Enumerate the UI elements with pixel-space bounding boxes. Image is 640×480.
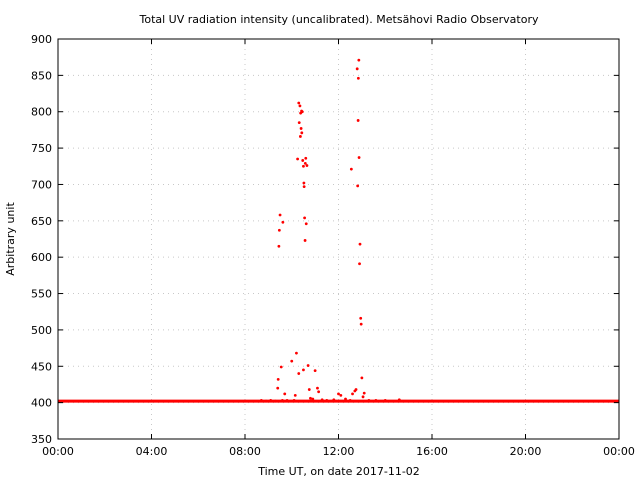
data-point (273, 399, 277, 403)
data-point (278, 213, 282, 217)
data-point (269, 399, 273, 402)
y-tick-label: 650 (31, 215, 52, 228)
data-point (276, 377, 280, 381)
data-point (358, 262, 361, 266)
data-point (305, 164, 309, 167)
x-tick-label: 00:00 (42, 445, 74, 458)
data-point (304, 156, 308, 160)
data-point (276, 386, 280, 390)
data-point (306, 364, 310, 367)
x-tick-label: 16:00 (416, 445, 448, 458)
data-point (293, 393, 297, 397)
y-tick-label: 550 (31, 288, 52, 301)
data-point (298, 135, 302, 138)
data-point (351, 392, 354, 396)
data-point (367, 399, 371, 402)
data-point (298, 104, 302, 108)
data-point (357, 156, 361, 159)
data-point (295, 351, 298, 355)
x-tick-label: 00:00 (603, 445, 635, 458)
data-point (277, 244, 281, 248)
data-point (317, 390, 321, 394)
data-point (302, 181, 306, 185)
data-point (311, 397, 315, 401)
x-tick-label: 04:00 (136, 445, 168, 458)
data-point (360, 376, 364, 380)
data-point (281, 399, 284, 402)
data-point (374, 399, 378, 402)
data-point (302, 164, 305, 168)
data-point (337, 392, 340, 396)
data-point (349, 167, 353, 171)
data-point (320, 398, 324, 402)
x-axis-label: Time UT, on date 2017-11-02 (257, 465, 420, 478)
y-tick-label: 900 (31, 33, 52, 46)
data-point (325, 399, 329, 402)
data-point (332, 398, 336, 402)
data-point (283, 392, 287, 396)
data-point (300, 131, 304, 135)
y-tick-label: 350 (31, 433, 52, 446)
data-point (277, 228, 281, 232)
x-tick-label: 12:00 (323, 445, 355, 458)
data-point (279, 365, 283, 369)
y-tick-label: 450 (31, 360, 52, 373)
data-point (356, 119, 360, 122)
data-point (302, 185, 306, 189)
data-point (361, 395, 365, 399)
data-point (356, 76, 360, 80)
data-point (357, 58, 361, 62)
chart-title: Total UV radiation intensity (uncalibrat… (139, 13, 539, 26)
data-point (339, 393, 343, 397)
x-tick-label: 08:00 (229, 445, 261, 458)
grid-lines (58, 39, 619, 439)
data-point (303, 239, 307, 242)
y-tick-label: 400 (31, 397, 52, 410)
data-point (354, 388, 358, 391)
y-axis: 350 400 450 500 550 600 650 700 750 800 850 900 (31, 33, 619, 446)
y-tick-label: 850 (31, 69, 52, 82)
data-point (259, 399, 263, 402)
data-point (307, 388, 311, 391)
data-point (313, 369, 317, 373)
y-tick-label: 600 (31, 251, 52, 264)
data-point (281, 220, 285, 224)
data-point (264, 399, 268, 403)
y-tick-label: 700 (31, 178, 52, 191)
data-point (300, 110, 304, 114)
data-point (355, 67, 359, 71)
data-point (358, 242, 362, 246)
data-point (285, 399, 289, 402)
data-point (359, 322, 363, 326)
data-point (301, 159, 305, 162)
data-point (297, 101, 301, 105)
data-point (356, 184, 360, 188)
data-point (348, 399, 352, 402)
x-axis: 00:00 04:00 08:00 12:00 16:00 20:00 00:00 (42, 39, 635, 458)
data-point (362, 391, 366, 395)
data-series (58, 58, 619, 403)
data-point (303, 161, 307, 165)
data-point (309, 396, 312, 400)
y-tick-label: 500 (31, 324, 52, 337)
data-point (397, 398, 401, 402)
data-point (297, 372, 301, 375)
x-tick-label: 20:00 (510, 445, 542, 458)
data-point (292, 399, 296, 402)
data-point (299, 127, 303, 130)
data-point (359, 316, 363, 320)
data-point (303, 216, 307, 220)
y-axis-label: Arbitrary unit (4, 202, 17, 276)
data-point (296, 157, 299, 161)
data-point (297, 121, 301, 125)
data-point (290, 359, 294, 363)
data-point (302, 368, 305, 372)
y-tick-label: 750 (31, 142, 52, 155)
data-point (316, 386, 319, 390)
data-point (383, 399, 387, 402)
data-point (304, 222, 308, 226)
y-tick-label: 800 (31, 106, 52, 119)
data-point (344, 397, 347, 401)
